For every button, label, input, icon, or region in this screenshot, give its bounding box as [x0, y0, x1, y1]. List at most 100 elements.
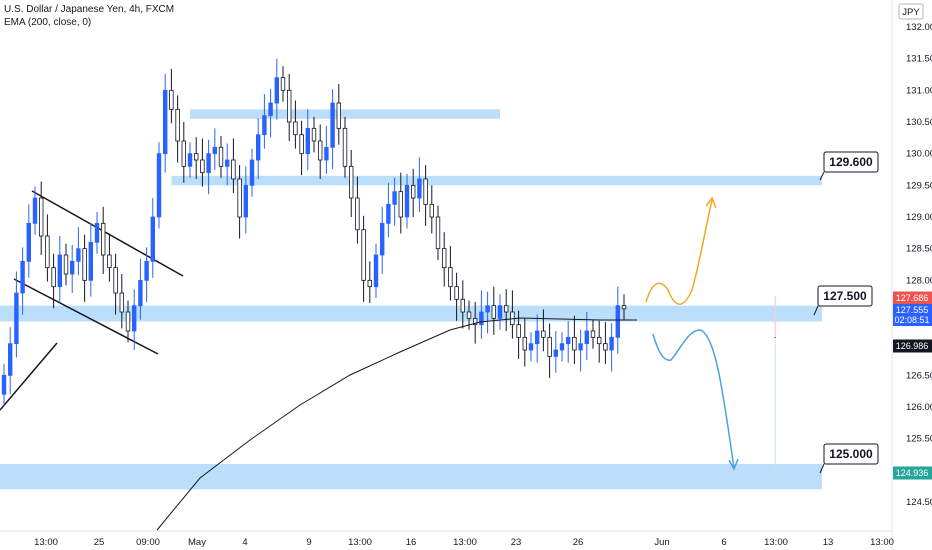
time-tick-label: 6: [721, 537, 726, 548]
candle-body: [7, 343, 13, 376]
candle-body: [330, 102, 335, 148]
candle-body: [280, 77, 286, 91]
price-tick-label: 132.000: [906, 22, 932, 33]
candle-body: [274, 77, 279, 104]
candle-body: [584, 330, 589, 345]
callout-pointer: [813, 305, 819, 316]
candle-body: [311, 127, 317, 142]
candle-body: [466, 311, 472, 319]
time-tick-label: 4: [242, 537, 247, 548]
candle-body: [119, 292, 124, 313]
target-price-tag-bg: [893, 466, 932, 480]
price-tick-label: 124.500: [906, 497, 932, 508]
candle-body: [541, 330, 546, 338]
candle-body: [497, 305, 503, 319]
candle-body: [336, 102, 341, 129]
scenario-arrows[interactable]: [645, 196, 739, 471]
candle-body: [218, 146, 224, 167]
time-tick-label: 13:00: [870, 537, 894, 548]
price-tick-label: 131.000: [906, 85, 932, 96]
candle-body: [342, 127, 348, 167]
candle-body: [503, 305, 509, 313]
price-axis-bg: [892, 0, 932, 550]
candle-body: [14, 292, 19, 345]
candle-body: [45, 235, 50, 269]
candle-body: [286, 89, 292, 123]
time-tick-label: Jun: [654, 537, 669, 548]
candle-body: [479, 311, 484, 326]
candle-body: [70, 260, 75, 275]
trend-line: [0, 342, 58, 411]
position-tool[interactable]: [774, 296, 776, 474]
candle-body: [572, 336, 577, 351]
zone-3: [190, 109, 500, 119]
ema-price-tag-label: 126.986: [896, 341, 929, 351]
price-tick-label: 129.000: [906, 212, 932, 223]
candle-body: [621, 305, 627, 310]
candle-body: [88, 241, 93, 281]
candle-body: [429, 203, 434, 218]
candle-body: [138, 279, 143, 307]
candle-body: [417, 178, 422, 199]
candle-body: [522, 336, 527, 351]
price-tick-label: 128.000: [906, 275, 932, 286]
symbol-title[interactable]: U.S. Dollar / Japanese Yen, 4h, FXCM: [4, 4, 175, 15]
target-zone: [774, 337, 776, 474]
candle-body: [491, 305, 496, 319]
candle-body: [435, 216, 441, 250]
time-tick-label: 25: [94, 537, 105, 548]
candle-body: [193, 153, 199, 161]
candle-body: [125, 311, 131, 332]
level-callouts[interactable]: 129.600 127.500 125.000: [813, 151, 879, 474]
candle-body: [175, 108, 180, 142]
candle-body: [547, 336, 552, 357]
candle-body: [404, 184, 410, 218]
candle-body: [410, 184, 416, 199]
candle-body: [249, 159, 255, 186]
candle-body: [200, 159, 205, 174]
candle-body: [57, 254, 62, 288]
candle-body: [156, 153, 162, 218]
candle-body: [20, 260, 25, 294]
callout-label: 125.000: [829, 447, 873, 461]
candle-body: [441, 248, 447, 269]
callout-box: [823, 443, 879, 465]
candle-body: [392, 191, 397, 205]
time-axis[interactable]: 13:00 25 09:00 May 4 9 13:00 16 13:00 23 26 Jun 6 13:…: [0, 530, 894, 548]
candle-body: [615, 305, 620, 338]
channel-upper-line: [31, 190, 184, 277]
time-tick-label: 9: [306, 537, 311, 548]
candle-body: [535, 330, 540, 345]
candle-body: [268, 102, 273, 117]
chart-legend: U.S. Dollar / Japanese Yen, 4h, FXCM EMA…: [4, 3, 174, 29]
price-axis[interactable]: 132.000 131.500 131.000 130.500 130.000 129.5…: [891, 0, 932, 550]
candle-body: [373, 254, 379, 288]
candle-body: [516, 324, 521, 338]
price-tick-label: 125.500: [906, 434, 932, 445]
candle-body: [63, 254, 69, 275]
countdown-label: 02:08:51: [894, 315, 929, 325]
candle-body: [559, 343, 565, 351]
ema-line: [156, 317, 637, 531]
time-tick-label: 13:00: [764, 537, 788, 548]
callout-label: 129.600: [829, 155, 873, 169]
time-tick-label: 13: [823, 537, 834, 548]
price-tick-label: 129.500: [906, 180, 932, 191]
indicator-label[interactable]: EMA (200, close, 0): [4, 17, 92, 28]
candle-body: [609, 336, 614, 351]
candle-body: [423, 178, 428, 205]
bullish-scenario-arrow: [645, 199, 713, 305]
candle-body: [26, 222, 31, 262]
ema200-line: [156, 317, 637, 531]
candle-body: [355, 197, 360, 231]
time-tick-label: 16: [406, 537, 417, 548]
candle-body: [472, 317, 478, 326]
price-tick-label: 131.500: [906, 54, 932, 65]
target-price-tag-label: 124.936: [896, 468, 929, 478]
time-tick-label: May: [188, 537, 206, 548]
candle-body: [528, 343, 534, 351]
ema-price-tag-bg: [893, 339, 932, 353]
candle-body: [305, 127, 310, 155]
candle-body: [131, 305, 137, 332]
